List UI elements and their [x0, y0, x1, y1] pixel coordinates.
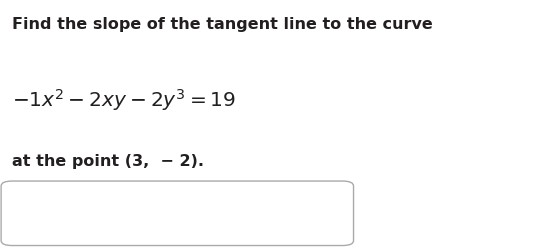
Text: $-1x^2 - 2xy - 2y^3 = 19$: $-1x^2 - 2xy - 2y^3 = 19$	[12, 87, 236, 113]
Text: Find the slope of the tangent line to the curve: Find the slope of the tangent line to th…	[12, 17, 433, 32]
Text: at the point (3,  − 2).: at the point (3, − 2).	[12, 154, 204, 169]
FancyBboxPatch shape	[1, 181, 354, 246]
